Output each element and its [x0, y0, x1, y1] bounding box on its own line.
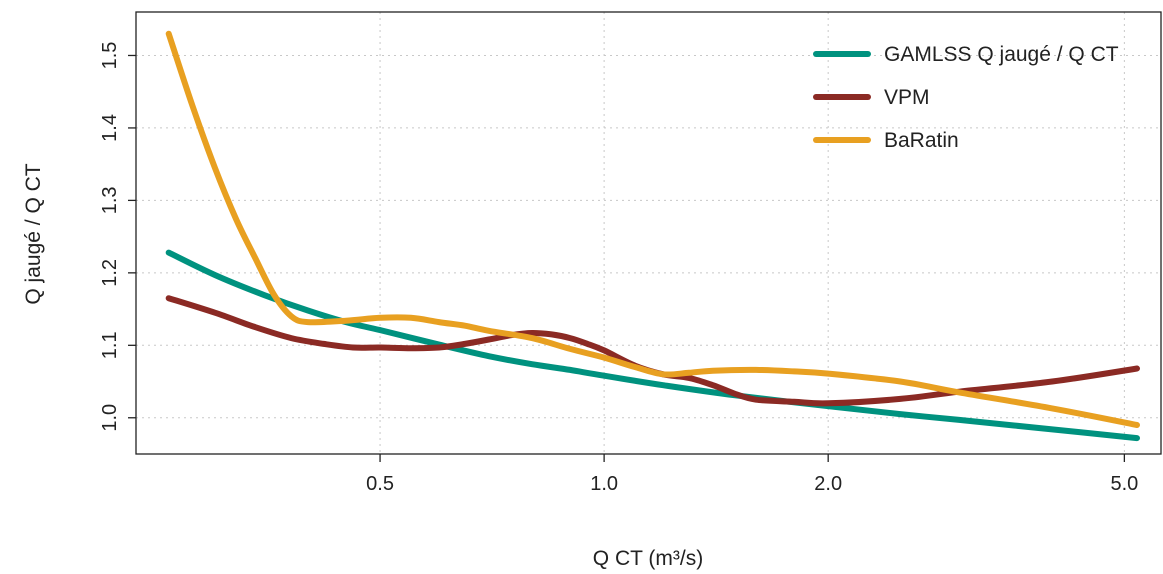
y-tick-label: 1.4	[99, 114, 121, 142]
legend: GAMLSS Q jaugé / Q CT VPM BaRatin	[813, 43, 1119, 152]
x-axis-title: Q CT (m³/s)	[593, 547, 703, 570]
y-tick-label: 1.0	[99, 404, 121, 432]
legend-label: VPM	[884, 86, 930, 109]
series-line-baratin	[165, 30, 1140, 428]
legend-label: BaRatin	[884, 129, 959, 152]
x-tick-label: 1.0	[590, 473, 618, 495]
series-lines	[165, 30, 1140, 442]
plot-frame	[135, 11, 1162, 455]
series-line-vpm	[165, 295, 1140, 407]
grid-lines	[136, 12, 1161, 454]
y-tick-label: 1.1	[99, 331, 121, 359]
x-tick-label: 0.5	[366, 473, 394, 495]
x-tick-label: 2.0	[814, 473, 842, 495]
axes: 0.5 1.0 2.0 5.0 1.0 1.1 1.2 1.3 1.4 1.5	[99, 42, 1138, 495]
x-tick-label: 5.0	[1110, 473, 1138, 495]
y-tick-label: 1.2	[99, 259, 121, 287]
y-tick-label: 1.3	[99, 186, 121, 214]
y-axis-title: Q jaugé / Q CT	[22, 163, 45, 304]
series-line-gamlss-q-jaug-q-ct	[165, 249, 1140, 442]
y-tick-label: 1.5	[99, 42, 121, 70]
legend-label: GAMLSS Q jaugé / Q CT	[884, 43, 1119, 66]
